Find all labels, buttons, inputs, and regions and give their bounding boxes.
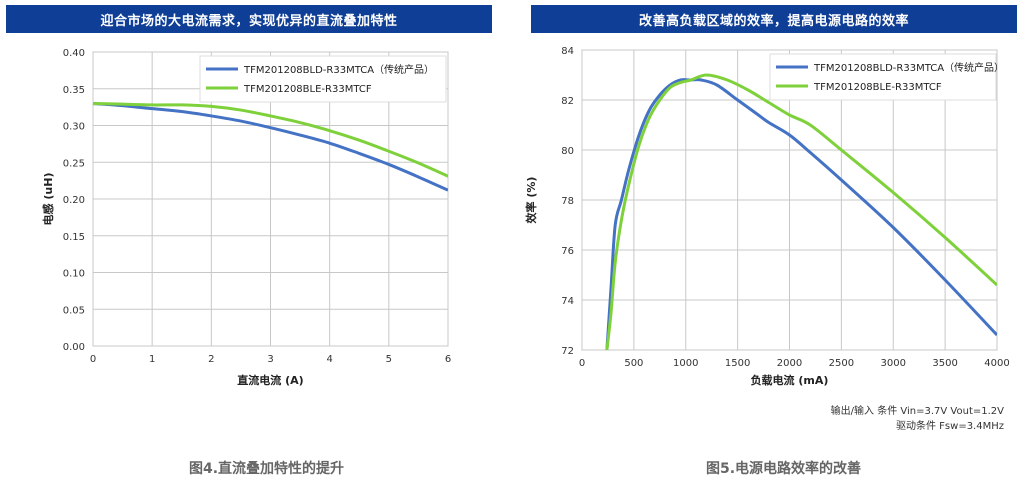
right-caption: 图5.电源电路效率的改善 — [706, 461, 862, 477]
x-tick-label: 5 — [386, 354, 392, 365]
x-tick-label: 2500 — [829, 358, 854, 369]
y-tick-label: 76 — [561, 246, 574, 257]
x-tick-label: 3500 — [932, 358, 957, 369]
x-tick-label: 2 — [208, 354, 214, 365]
y-tick-label: 78 — [561, 196, 574, 207]
x-tick-label: 1 — [149, 354, 155, 365]
series-line-1 — [605, 78, 997, 350]
series-line-2 — [93, 101, 448, 178]
legend-label-1: TFM201208BLD-R33MTCA（传统产品） — [813, 61, 1004, 74]
legend-label-2: TFM201208BLE-R33MTCF — [813, 82, 942, 93]
x-tick-label: 2000 — [777, 358, 802, 369]
y-tick-label: 0.30 — [63, 122, 85, 133]
legend-box — [769, 53, 997, 101]
left-banner: 迎合市场的大电流需求，实现优异的直流叠加特性 — [6, 5, 492, 33]
legend-label-1: TFM201208BLD-R33MTCA（传统产品） — [243, 63, 434, 76]
x-tick-label: 1000 — [673, 358, 698, 369]
y-tick-label: 82 — [561, 96, 574, 107]
y-axis-label: 效率 (%) — [524, 177, 538, 224]
x-tick-label: 0 — [90, 354, 96, 365]
series-line-1 — [93, 101, 448, 192]
x-tick-label: 3000 — [881, 358, 906, 369]
conditions-line-2: 驱动条件 Fsw=3.4MHz — [896, 421, 1004, 432]
x-axis-label: 直流电流 (A) — [237, 373, 303, 387]
y-tick-label: 0.20 — [63, 195, 85, 206]
x-tick-label: 6 — [445, 354, 451, 365]
y-tick-label: 74 — [561, 296, 574, 307]
x-tick-label: 0 — [579, 358, 585, 369]
y-tick-label: 0.10 — [63, 269, 85, 280]
series-line-2 — [605, 73, 997, 350]
left-caption: 图4.直流叠加特性的提升 — [189, 461, 345, 477]
conditions-line-1: 输出/输入 条件 Vin=3.7V Vout=1.2V — [830, 406, 1004, 417]
right-banner: 改善高负载区域的效率，提高电源电路的效率 — [531, 5, 1017, 33]
x-tick-label: 4000 — [984, 358, 1009, 369]
y-tick-label: 84 — [561, 46, 574, 57]
legend-box — [199, 55, 447, 103]
legend-label-2: TFM201208BLE-R33MTCF — [243, 84, 372, 95]
x-axis-label: 负载电流 (mA) — [751, 373, 829, 387]
x-tick-label: 3 — [267, 354, 273, 365]
y-tick-label: 72 — [561, 346, 574, 357]
y-axis-label: 电感 (uH) — [41, 173, 55, 226]
y-tick-label: 0.15 — [63, 232, 85, 243]
efficiency-chart: 0 500 1000 1500 2000 2500 3000 3500 4000 72 74 76 78… — [524, 46, 1010, 387]
inductance-chart: 0 1 2 3 4 5 6 0.00 0.05 0.10 0.15 0.20 0.25 0.30 0.35 0… — [41, 48, 451, 387]
y-tick-label: 0.05 — [63, 305, 85, 316]
x-tick-label: 500 — [624, 358, 643, 369]
y-tick-label: 0.35 — [63, 85, 85, 96]
y-tick-label: 0.25 — [63, 158, 85, 169]
x-tick-label: 1500 — [725, 358, 750, 369]
y-tick-label: 0.00 — [63, 342, 85, 353]
y-tick-label: 80 — [561, 146, 574, 157]
x-tick-label: 4 — [326, 354, 332, 365]
y-tick-label: 0.40 — [63, 48, 85, 59]
conditions-note: 输出/输入 条件 Vin=3.7V Vout=1.2V 驱动条件 Fsw=3.4… — [831, 404, 1004, 434]
